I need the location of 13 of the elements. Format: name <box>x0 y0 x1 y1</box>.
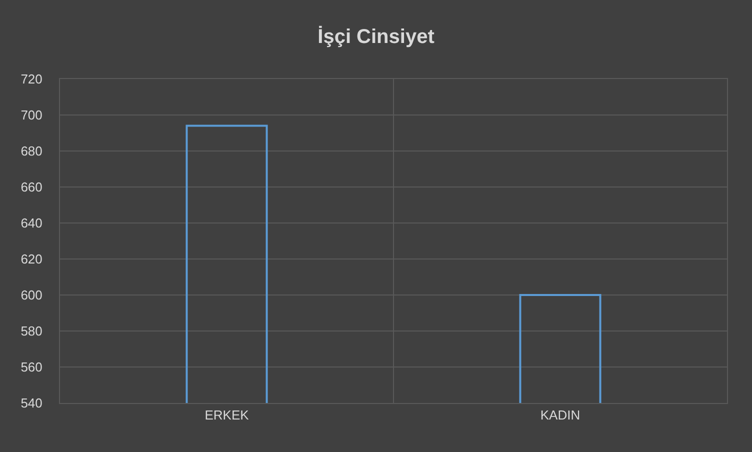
chart-title: İşçi Cinsiyet <box>318 25 435 48</box>
y-tick-label: 620 <box>20 252 42 267</box>
y-tick-label: 700 <box>20 108 42 123</box>
y-tick-label: 540 <box>20 396 42 411</box>
y-tick-label: 660 <box>20 180 42 195</box>
y-tick-label: 640 <box>20 216 42 231</box>
y-tick-label: 560 <box>20 360 42 375</box>
y-tick-label: 600 <box>20 288 42 303</box>
y-tick-label: 720 <box>20 72 42 87</box>
y-tick-label: 680 <box>20 144 42 159</box>
x-tick-label: ERKEK <box>204 408 250 423</box>
y-tick-label: 580 <box>20 324 42 339</box>
x-tick-label: KADIN <box>540 408 580 423</box>
